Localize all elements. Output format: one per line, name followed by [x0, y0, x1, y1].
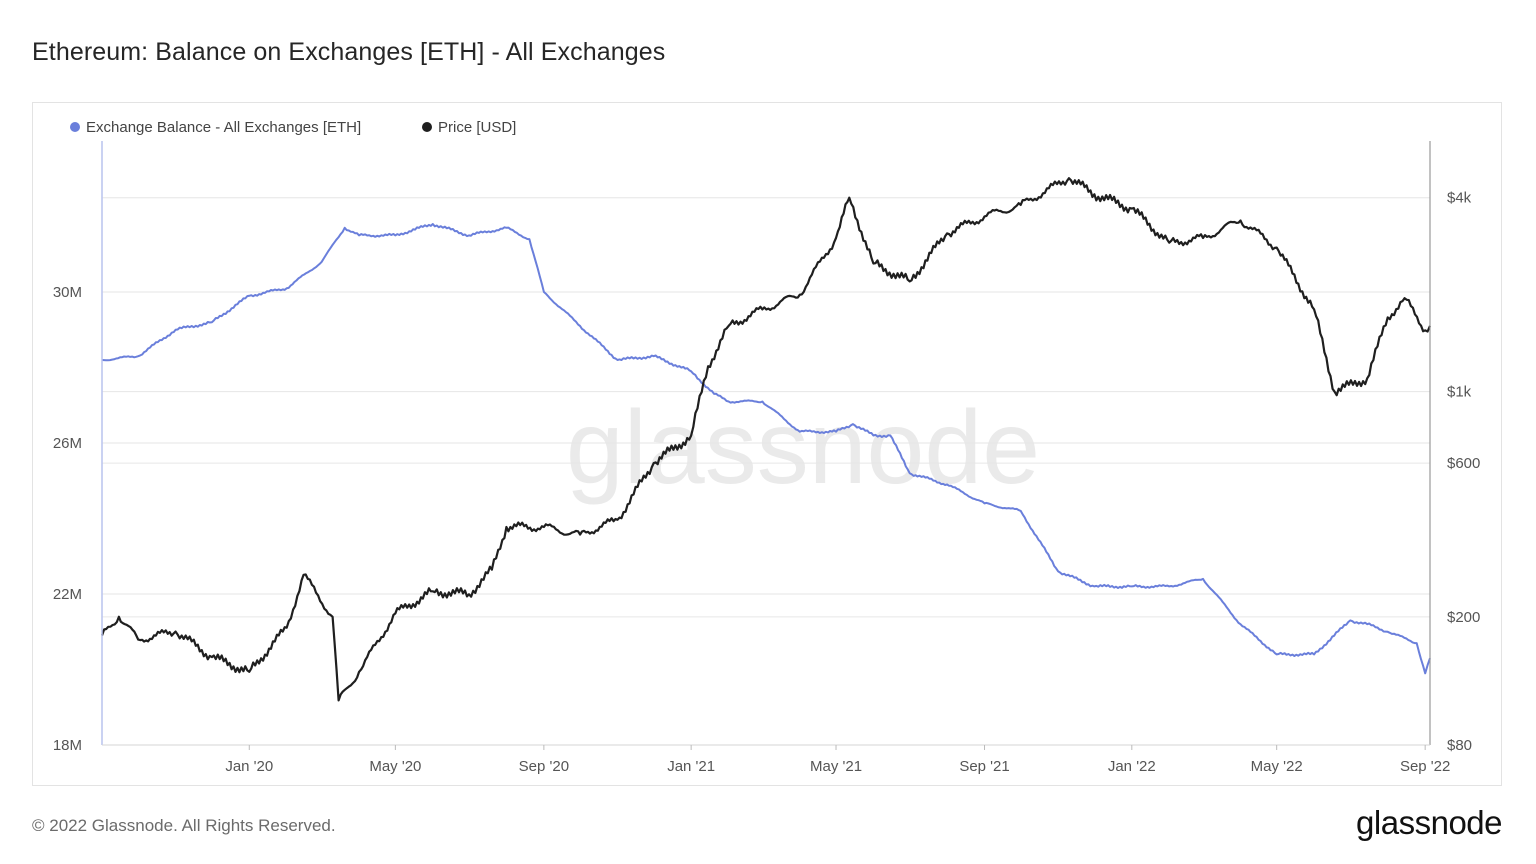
- y-left-tick-label: 26M: [53, 435, 82, 452]
- x-tick-label: Jan '20: [225, 758, 273, 775]
- chart-panel: glassnode 18M 22M 26M 30M $80 $200 $600 $1k $4k J…: [32, 102, 1502, 786]
- legend-label[interactable]: Exchange Balance - All Exchanges [ETH]: [86, 119, 361, 136]
- series-line-price: [100, 177, 1432, 702]
- x-tick-label: Sep '22: [1400, 758, 1450, 775]
- x-tick-label: May '22: [1251, 758, 1303, 775]
- legend-marker: [422, 122, 432, 132]
- y-left-tick-label: 22M: [53, 586, 82, 603]
- legend: Exchange Balance - All Exchanges [ETH] Pr…: [70, 119, 516, 136]
- chart-svg: glassnode 18M 22M 26M 30M $80 $200 $600 $1k $4k J…: [53, 119, 1481, 775]
- page-title: Ethereum: Balance on Exchanges [ETH] - A…: [32, 38, 666, 66]
- x-tick-label: May '20: [369, 758, 421, 775]
- legend-label[interactable]: Price [USD]: [438, 119, 516, 136]
- legend-marker: [70, 122, 80, 132]
- copyright-text: © 2022 Glassnode. All Rights Reserved.: [32, 816, 336, 835]
- y-left-tick-label: 18M: [53, 737, 82, 754]
- x-tick-label: Jan '22: [1108, 758, 1156, 775]
- x-tick-label: May '21: [810, 758, 862, 775]
- y-left-tick-label: 30M: [53, 284, 82, 301]
- axes: 18M 22M 26M 30M $80 $200 $600 $1k $4k Jan '20 May …: [53, 141, 1480, 775]
- y-right-tick-label: $600: [1447, 455, 1480, 472]
- x-tick-label: Sep '21: [959, 758, 1009, 775]
- x-tick-label: Jan '21: [667, 758, 715, 775]
- y-right-tick-label: $200: [1447, 609, 1480, 626]
- x-tick-label: Sep '20: [519, 758, 569, 775]
- watermark: glassnode: [566, 390, 1040, 506]
- series-layer: [100, 177, 1432, 702]
- y-right-tick-label: $4k: [1447, 190, 1472, 207]
- y-right-tick-label: $1k: [1447, 384, 1472, 401]
- glassnode-logo: glassnode: [1356, 804, 1502, 841]
- y-right-tick-label: $80: [1447, 737, 1472, 754]
- series-line-exchange-balance: [101, 223, 1431, 675]
